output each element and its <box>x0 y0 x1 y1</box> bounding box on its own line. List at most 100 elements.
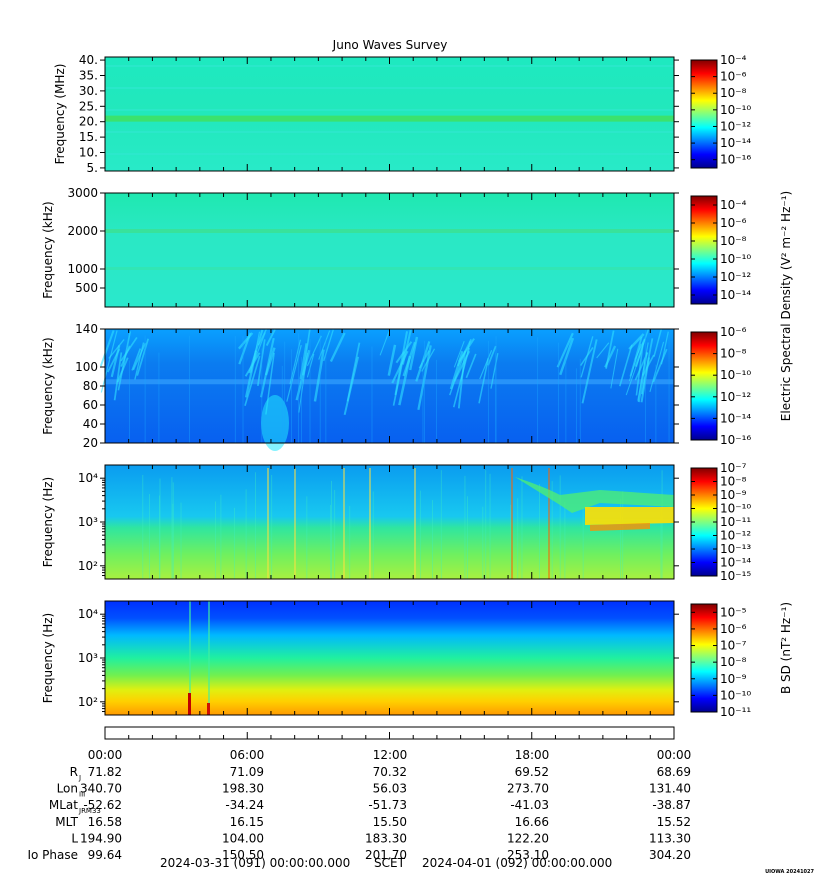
hom-burst <box>136 338 150 376</box>
hom-burst <box>306 353 315 378</box>
ephemeris-table: 00:00 06:00 12:00 18:00 00:00 R J 71.82 71.09 70.… <box>27 726 692 870</box>
y-tick-label: 35. <box>79 68 98 82</box>
y-tick-label: 30. <box>79 84 98 98</box>
colorbar-tick-label: 10⁻¹⁰ <box>720 502 751 516</box>
ephemeris-value: 183.30 <box>365 831 407 845</box>
y-tick-label: 10⁴ <box>78 607 98 621</box>
whistler-emission <box>515 477 674 513</box>
hom-burst <box>628 343 642 382</box>
hom-burst <box>323 329 334 362</box>
colorbar-label-electric: Electric Spectral Density (V² m⁻² Hz⁻¹) <box>779 191 793 421</box>
colorbar-tick-label: 10⁻⁴ <box>720 53 747 67</box>
y-tick-label: 10² <box>78 695 98 709</box>
time-label: 06:00 <box>230 748 265 762</box>
time-label: 00:00 <box>88 748 123 762</box>
hom-burst <box>465 353 477 379</box>
hom-burst <box>108 339 125 359</box>
hom-burst <box>392 351 406 406</box>
hom-burst <box>479 350 493 380</box>
y-axis-label: Frequency (Hz) <box>41 477 55 568</box>
y-tick-label: 500 <box>75 281 98 295</box>
ephemeris-row-label: R <box>70 765 78 779</box>
hom-burst <box>452 347 470 408</box>
hom-burst <box>131 348 142 371</box>
hom-burst <box>117 331 132 391</box>
time-label: 18:00 <box>515 748 550 762</box>
ephemeris-value: 16.58 <box>88 815 122 829</box>
hom-burst <box>100 330 118 393</box>
emission-band <box>105 379 674 385</box>
scet-label: SCET <box>374 856 406 870</box>
y-tick-label: 15. <box>79 130 98 144</box>
ephemeris-value: 16.15 <box>230 815 264 829</box>
colorbar-tick-label: 10⁻¹⁰ <box>720 103 751 117</box>
spectrogram-features <box>188 601 210 715</box>
scet-start: 2024-03-31 (091) 00:00:00.000 <box>160 856 350 870</box>
colorbar-tick-label: 10⁻⁶ <box>720 70 747 84</box>
colorbar-tick-label: 10⁻⁹ <box>720 488 747 502</box>
ephemeris-value: 113.30 <box>649 831 691 845</box>
colorbar-tick-label: 10⁻¹⁰ <box>720 252 751 266</box>
colorbar-gradient <box>690 331 718 441</box>
band-stripe <box>105 131 674 133</box>
y-axis-label: Frequency (kHz) <box>41 337 55 434</box>
y-axis-label: Frequency (Hz) <box>41 613 55 704</box>
spectrogram-background <box>105 193 674 307</box>
colorbar-tick-label: 10⁻⁶ <box>720 325 747 339</box>
colorbar: 10⁻⁷10⁻⁸10⁻⁹10⁻¹⁰10⁻¹¹10⁻¹²10⁻¹³10⁻¹⁴10⁻… <box>690 461 751 583</box>
ephemeris-value: 273.70 <box>507 782 549 796</box>
y-tick-label: 2000 <box>67 224 98 238</box>
colorbar-gradient <box>690 467 718 577</box>
ephemeris-value: 15.52 <box>657 815 691 829</box>
spectrogram-features <box>142 468 674 579</box>
hom-burst <box>401 329 412 365</box>
hom-burst <box>610 348 619 389</box>
y-tick-label: 10³ <box>78 515 98 529</box>
y-tick-label: 140 <box>75 322 98 336</box>
ephemeris-value: -51.73 <box>368 798 407 812</box>
y-tick-label: 40. <box>79 53 98 67</box>
hom-burst <box>628 333 645 351</box>
hom-burst <box>265 329 276 347</box>
hom-burst <box>248 329 264 374</box>
ephemeris-row-subscript: III <box>79 791 85 799</box>
y-tick-label: 40 <box>83 417 98 431</box>
hom-burst <box>605 330 615 369</box>
colorbar-tick-label: 10⁻¹¹ <box>720 705 751 719</box>
hom-burst <box>387 344 397 376</box>
colorbar: 10⁻⁵ 10⁻⁶ 10⁻⁷ 10⁻⁸ 10⁻⁹ 10⁻¹⁰ 10⁻¹¹ <box>690 603 751 719</box>
ephemeris-value: 99.64 <box>88 848 122 862</box>
ephemeris-value: 56.03 <box>373 782 407 796</box>
y-tick-label: 20 <box>83 436 98 450</box>
hom-burst <box>458 338 475 363</box>
colorbar: 10⁻⁶ 10⁻⁸ 10⁻¹⁰ 10⁻¹² 10⁻¹⁴ 10⁻¹⁶ <box>690 325 751 447</box>
ephemeris-row-label: L <box>71 831 78 845</box>
hom-burst <box>329 332 346 362</box>
y-tick-label: 25. <box>79 99 98 113</box>
ephemeris-value: 122.20 <box>507 831 549 845</box>
interference-line <box>207 703 210 715</box>
colorbar-tick-label: 10⁻⁷ <box>720 639 747 653</box>
time-label: 12:00 <box>373 748 408 762</box>
y-tick-label: 100 <box>75 360 98 374</box>
ephemeris-value: 304.20 <box>649 848 691 862</box>
ephemeris-value: -52.62 <box>83 798 122 812</box>
y-tick-label: 1000 <box>67 262 98 276</box>
ephemeris-value: 70.32 <box>373 765 407 779</box>
colorbar-tick-label: 10⁻⁸ <box>720 655 747 669</box>
colorbar-tick-label: 10⁻¹⁰ <box>720 368 751 382</box>
y-tick-label: 5. <box>87 161 98 175</box>
time-label: 00:00 <box>657 748 692 762</box>
colorbar: 10⁻⁴ 10⁻⁶ 10⁻⁸ 10⁻¹⁰ 10⁻¹² 10⁻¹⁴ 10⁻¹⁶ <box>690 53 751 169</box>
ephemeris-value: 150.50 <box>222 848 264 862</box>
colorbar-tick-label: 10⁻¹⁵ <box>720 569 751 583</box>
spectrogram-features <box>105 65 674 155</box>
hom-burst <box>113 352 123 401</box>
colorbar-tick-label: 10⁻¹⁶ <box>720 153 751 167</box>
ephemeris-row-label: Lon <box>57 782 78 796</box>
spectrogram-features <box>105 229 674 270</box>
hom-burst <box>596 342 610 359</box>
hom-burst <box>653 329 662 357</box>
y-tick-label: 3000 <box>67 186 98 200</box>
